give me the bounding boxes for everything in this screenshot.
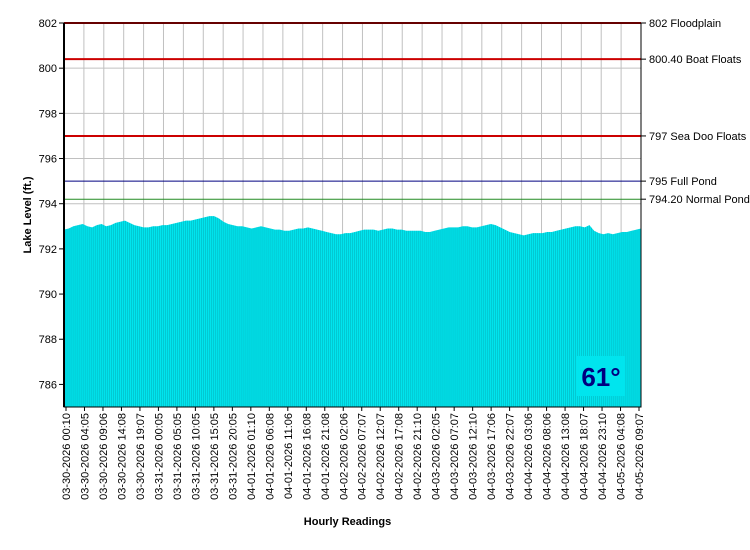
temperature-value: 61° [581,362,620,392]
x-tick-label: 04-05-2026 09:07 [634,413,646,500]
reference-line-label: 802 Floodplain [649,18,721,30]
x-axis-label: Hourly Readings [304,516,391,528]
y-axis-label: Lake Level (ft.) [22,176,34,253]
x-tick-label: 04-01-2026 16:08 [301,413,313,500]
plot-frame [63,22,642,408]
x-tick-label: 04-03-2026 12:10 [468,413,480,500]
x-tick-label: 03-30-2026 00:10 [61,413,73,500]
x-tick-labels: 03-30-2026 00:10 03-30-2026 04:05 03-30-20… [61,407,646,500]
x-tick-label: 03-31-2026 15:05 [209,413,221,500]
y-tick-label: 788 [39,334,57,346]
reference-line-label: 795 Full Pond [649,176,717,188]
reference-line-label: 800.40 Boat Floats [649,54,742,66]
x-tick-label: 04-04-2026 13:08 [560,413,572,500]
reference-line-label: 794.20 Normal Pond [649,194,750,206]
y-tick-label: 792 [39,244,57,256]
y-tick-labels: 786 788 790 792 794 796 798 800 802 [39,18,64,391]
x-tick-label: 03-30-2026 09:06 [98,413,110,500]
y-tick-label: 798 [39,108,57,120]
y-tick-label: 786 [39,379,57,391]
x-tick-label: 04-03-2026 02:05 [431,413,443,500]
x-tick-label: 03-31-2026 20:05 [227,413,239,500]
x-tick-label: 04-04-2026 03:06 [523,413,535,500]
x-tick-label: 04-04-2026 08:06 [542,413,554,500]
x-tick-label: 04-01-2026 06:08 [264,413,276,500]
reference-line-label: 797 Sea Doo Floats [649,131,747,143]
x-tick-label: 04-03-2026 17:06 [486,413,498,500]
reference-line-labels: 802 Floodplain 800.40 Boat Floats 797 Sea … [649,18,750,206]
x-tick-label: 03-31-2026 00:05 [153,413,165,500]
x-tick-label: 03-30-2026 14:08 [116,413,128,500]
y-tick-label: 794 [39,199,57,211]
y-tick-label: 800 [39,63,57,75]
x-tick-label: 04-02-2026 21:10 [412,413,424,500]
x-tick-label: 04-03-2026 22:07 [505,413,517,500]
x-tick-label: 04-04-2026 18:07 [579,413,591,500]
y-tick-label: 802 [39,18,57,30]
x-tick-label: 03-30-2026 04:05 [79,413,91,500]
x-tick-label: 04-02-2026 02:06 [338,413,350,500]
x-tick-label: 04-01-2026 11:06 [283,413,295,499]
x-tick-label: 04-05-2026 04:08 [616,413,628,500]
x-tick-label: 03-31-2026 05:05 [172,413,184,500]
series-area [63,216,642,407]
x-tick-label: 04-02-2026 17:08 [394,413,406,500]
x-tick-label: 04-01-2026 21:08 [320,413,332,500]
x-tick-label: 04-03-2026 07:07 [449,413,461,500]
x-tick-label: 04-04-2026 23:10 [597,413,609,500]
x-tick-label: 04-02-2026 12:07 [375,413,387,500]
x-tick-label: 03-30-2026 19:07 [135,413,147,500]
temperature-badge-background [577,356,625,396]
x-tick-label: 04-01-2026 01:10 [246,413,258,500]
x-tick-label: 04-02-2026 07:07 [357,413,369,500]
temperature-badge: 61° [577,356,625,396]
y-tick-label: 790 [39,289,57,301]
x-tick-label: 03-31-2026 10:05 [190,413,202,500]
y-tick-label: 796 [39,154,57,166]
